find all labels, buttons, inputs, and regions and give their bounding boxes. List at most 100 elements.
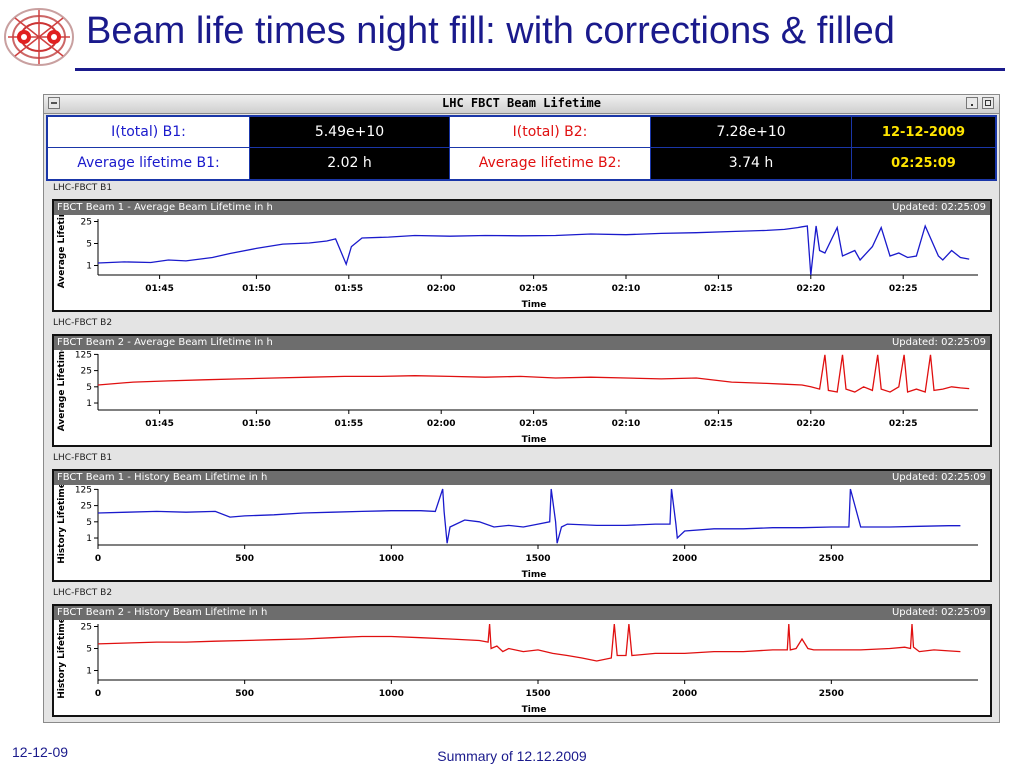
time-display: 02:25:09: [852, 148, 995, 179]
y-tick-label: 25: [81, 622, 92, 632]
series-line: [97, 354, 970, 393]
section-label-b2-history: LHC-FBCT B2: [53, 588, 113, 598]
y-axis-label: Average Lifetime: [57, 215, 67, 288]
x-tick-label: 02:25: [889, 419, 918, 429]
b2-lifetime-value: 3.74 h: [651, 148, 852, 179]
x-tick-label: 02:15: [704, 419, 733, 429]
section-label-b2: LHC-FBCT B2: [53, 318, 113, 328]
b1-lifetime-value: 2.02 h: [250, 148, 450, 179]
b2-total-value: 7.28e+10: [651, 117, 852, 148]
fbct-window: LHC FBCT Beam Lifetime I(total) B1: 5.49…: [43, 94, 1000, 723]
x-axis-label: Time: [522, 300, 547, 310]
x-tick-label: 01:55: [334, 419, 363, 429]
x-axis-label: Time: [522, 570, 547, 580]
y-tick-label: 125: [75, 485, 92, 495]
minimize-icon[interactable]: [966, 97, 978, 109]
maximize-icon[interactable]: [982, 97, 994, 109]
panel-b1-average: FBCT Beam 1 - Average Beam Lifetime in h…: [52, 199, 992, 312]
date-display: 12-12-2009: [852, 117, 995, 148]
x-tick-label: 02:00: [427, 419, 456, 429]
x-axis-label: Time: [522, 705, 547, 715]
footer-summary: Summary of 12.12.2009: [437, 748, 587, 764]
series-line: [97, 224, 970, 276]
x-tick-label: 02:00: [427, 284, 456, 294]
b2-total-label: I(total) B2:: [450, 117, 651, 148]
b1-total-label: I(total) B1:: [48, 117, 250, 148]
x-tick-label: 02:10: [612, 284, 641, 294]
y-axis-label: History Lifetime: [57, 485, 67, 564]
panel-b2-average: FBCT Beam 2 - Average Beam Lifetime in h…: [52, 334, 992, 447]
panel-title: FBCT Beam 1 - History Beam Lifetime in h: [57, 472, 268, 483]
b1-lifetime-label: Average lifetime B1:: [48, 148, 250, 179]
y-tick-label: 1: [86, 399, 92, 409]
panel-header: FBCT Beam 2 - History Beam Lifetime in h…: [54, 606, 990, 620]
footer-date: 12-12-09: [12, 744, 69, 760]
y-axis-label: History Lifetime: [57, 620, 67, 699]
panel-title: FBCT Beam 1 - Average Beam Lifetime in h: [57, 202, 273, 213]
x-tick-label: 1000: [379, 689, 404, 699]
panel-updated: Updated: 02:25:09: [891, 202, 986, 213]
chart-b2-history: History Lifetime Time 25 5 1 0 500 1000 1500 20…: [57, 620, 978, 715]
y-tick-label: 25: [81, 502, 92, 512]
b1-total-value: 5.49e+10: [250, 117, 450, 148]
x-tick-label: 2500: [819, 689, 844, 699]
x-tick-label: 02:20: [796, 419, 825, 429]
x-tick-label: 02:25: [889, 284, 918, 294]
x-tick-label: 1500: [525, 554, 550, 564]
panel-updated: Updated: 02:25:09: [891, 337, 986, 348]
window-menu-icon[interactable]: [48, 97, 60, 109]
x-tick-label: 0: [95, 554, 101, 564]
x-tick-label: 0: [95, 689, 101, 699]
window-titlebar[interactable]: LHC FBCT Beam Lifetime: [44, 95, 999, 114]
panel-header: FBCT Beam 2 - Average Beam Lifetime in h…: [54, 336, 990, 350]
lhc-logo-icon: [2, 6, 76, 68]
x-tick-label: 01:45: [145, 419, 174, 429]
y-tick-label: 1: [86, 667, 92, 677]
x-tick-label: 1000: [379, 554, 404, 564]
panel-header: FBCT Beam 1 - Average Beam Lifetime in h…: [54, 201, 990, 215]
panel-header: FBCT Beam 1 - History Beam Lifetime in h…: [54, 471, 990, 485]
y-tick-label: 125: [75, 350, 92, 360]
y-tick-label: 25: [81, 217, 92, 227]
y-tick-label: 25: [81, 367, 92, 377]
b2-lifetime-label: Average lifetime B2:: [450, 148, 651, 179]
x-tick-label: 2500: [819, 554, 844, 564]
panel-title: FBCT Beam 2 - Average Beam Lifetime in h: [57, 337, 273, 348]
x-tick-label: 02:15: [704, 284, 733, 294]
x-tick-label: 01:50: [242, 284, 271, 294]
slide-title: Beam life times night fill: with correct…: [86, 10, 895, 52]
section-label-b1: LHC-FBCT B1: [53, 183, 113, 193]
x-tick-label: 02:20: [796, 284, 825, 294]
y-tick-label: 1: [86, 262, 92, 272]
chart-b1-history: History Lifetime Time 125 25 5 10 500 1000 150…: [57, 485, 978, 580]
y-tick-label: 5: [86, 383, 92, 393]
x-tick-label: 02:05: [519, 419, 548, 429]
x-axis-label: Time: [522, 435, 547, 445]
y-tick-label: 5: [86, 645, 92, 655]
beam-info-table: I(total) B1: 5.49e+10 I(total) B2: 7.28e…: [46, 115, 997, 181]
panel-updated: Updated: 02:25:09: [891, 472, 986, 483]
section-label-b1-history: LHC-FBCT B1: [53, 453, 113, 463]
chart-b2-average: Average Lifetime Time 125 25 5 1 01:45 01:50 0…: [57, 350, 978, 445]
x-tick-label: 01:45: [145, 284, 174, 294]
x-tick-label: 500: [235, 554, 254, 564]
x-tick-label: 1500: [525, 689, 550, 699]
x-tick-label: 01:55: [334, 284, 363, 294]
y-tick-label: 1: [86, 534, 92, 544]
x-tick-label: 02:05: [519, 284, 548, 294]
panel-b1-history: FBCT Beam 1 - History Beam Lifetime in h…: [52, 469, 992, 582]
panel-b2-history: FBCT Beam 2 - History Beam Lifetime in h…: [52, 604, 992, 717]
series-line: [97, 488, 961, 544]
x-tick-label: 2000: [672, 689, 697, 699]
chart-b1-average: Average Lifetime Time 25 5 1 01:45 01:50 01:5…: [57, 215, 978, 310]
y-tick-label: 5: [86, 240, 92, 250]
y-tick-label: 5: [86, 518, 92, 528]
x-tick-label: 500: [235, 689, 254, 699]
y-axis-label: Average Lifetime: [57, 350, 67, 431]
x-tick-label: 2000: [672, 554, 697, 564]
series-line: [97, 623, 961, 662]
x-tick-label: 02:10: [612, 419, 641, 429]
title-divider: [75, 68, 1005, 71]
panel-title: FBCT Beam 2 - History Beam Lifetime in h: [57, 607, 268, 618]
window-title: LHC FBCT Beam Lifetime: [442, 96, 601, 110]
